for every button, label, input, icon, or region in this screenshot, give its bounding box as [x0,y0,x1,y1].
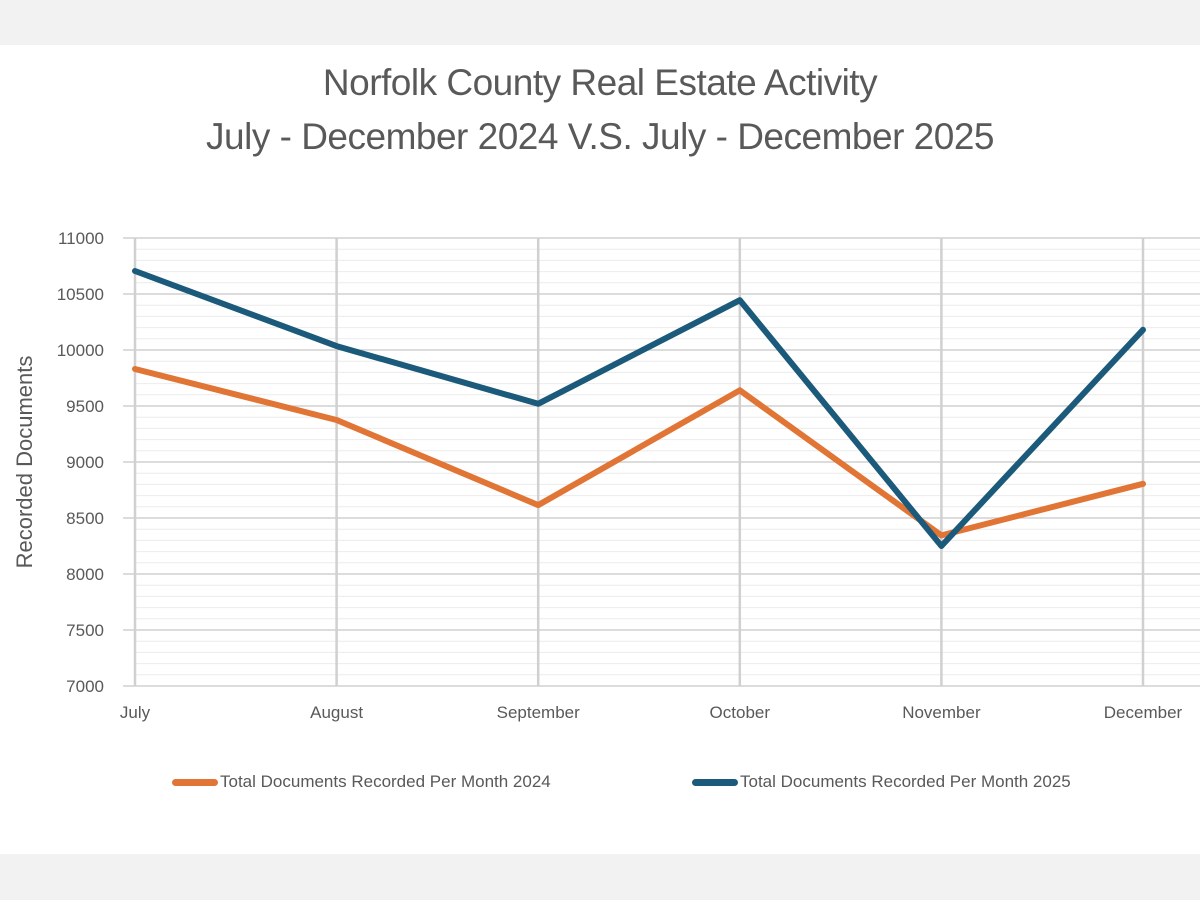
chart-title: Norfolk County Real Estate Activity [322,62,878,103]
vertical-gridlines [133,238,1145,686]
legend-swatch-2024 [172,778,218,786]
legend-label-2025: Total Documents Recorded Per Month 2025 [740,772,1071,791]
x-tick-label: August [310,703,363,722]
x-tick-label: November [902,703,981,722]
minor-gridlines [134,248,1200,676]
series-line-2025 [132,268,1146,549]
legend-item-2025: Total Documents Recorded Per Month 2025 [692,772,1071,792]
y-tick-label: 8000 [66,565,104,584]
y-tick-label: 7500 [66,621,104,640]
y-tick-label: 7000 [66,677,104,696]
legend: Total Documents Recorded Per Month 2024 … [0,772,1200,798]
y-tick-label: 8500 [66,509,104,528]
legend-item-2024: Total Documents Recorded Per Month 2024 [172,772,551,792]
y-tick-label: 10000 [57,341,104,360]
y-tick-label: 9500 [66,397,104,416]
x-tick-label: July [120,703,151,722]
y-tick-label: 9000 [66,453,104,472]
series-lines [132,268,1146,549]
x-axis-ticks: July August September October November Decemb… [120,703,1183,722]
x-tick-label: October [710,703,771,722]
series-line-2024 [132,366,1146,539]
x-tick-label: September [497,703,580,722]
x-tick-label: December [1104,703,1183,722]
legend-label-2024: Total Documents Recorded Per Month 2024 [220,772,551,791]
y-axis-label: Recorded Documents [12,356,37,569]
chart-subtitle: July - December 2024 V.S. July - Decembe… [206,116,994,157]
y-tick-label: 10500 [57,285,104,304]
y-tick-label: 11000 [58,229,104,248]
y-axis-ticks: 7000 7500 8000 8500 9000 9500 10000 10500 11000 [57,229,104,696]
legend-swatch-2025 [692,778,738,786]
chart-card [0,45,1200,854]
